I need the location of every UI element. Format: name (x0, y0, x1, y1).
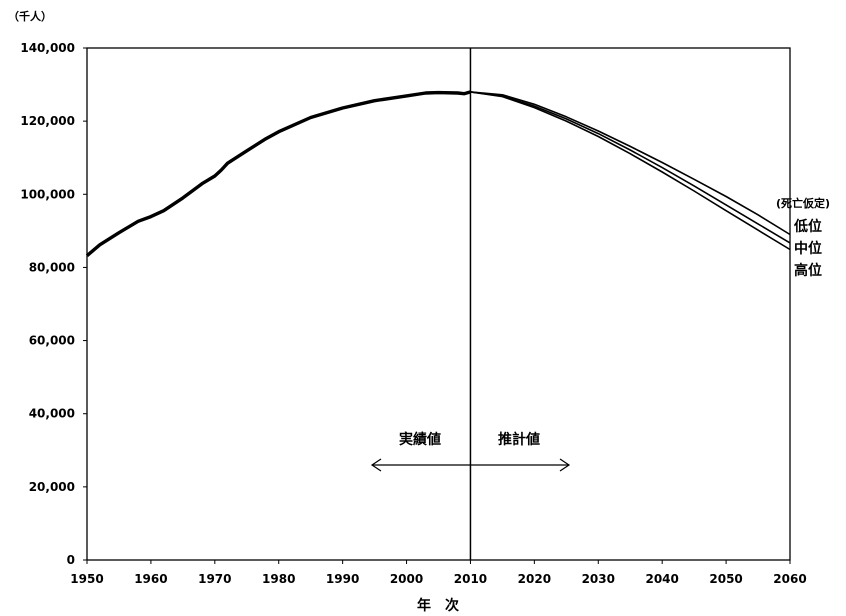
projection-label: 推計値 (498, 431, 540, 448)
plot-frame (86, 47, 791, 561)
y-axis: 0 20,000 40,000 60,000 80,000 100,000 120,000 1… (20, 41, 87, 567)
y-unit-label: （千人） (8, 9, 52, 23)
x-tick-label: 1950 (70, 572, 103, 586)
x-tick-label: 2030 (582, 572, 615, 586)
x-axis: 1950 1960 1970 1980 1990 2000 2010 2020 2030 2040… (70, 560, 807, 586)
legend-label-mid: 中位 (794, 240, 822, 257)
y-tick-label: 20,000 (29, 480, 75, 494)
series-line-mid (470, 91, 791, 244)
legend-label-high: 高位 (794, 262, 822, 279)
x-tick-label: 2000 (390, 572, 423, 586)
y-tick-label: 0 (67, 553, 75, 567)
series-line-high (470, 91, 791, 251)
x-tick-label: 2010 (454, 572, 487, 586)
x-tick-label: 2040 (645, 572, 678, 586)
x-tick-label: 2020 (518, 572, 551, 586)
x-tick-label: 1990 (326, 572, 359, 586)
series-lines (85, 90, 791, 257)
left-arrow (370, 458, 470, 472)
y-tick-label: 60,000 (29, 334, 75, 348)
y-tick-label: 80,000 (29, 260, 75, 274)
x-tick-label: 1980 (262, 572, 295, 586)
y-tick-label: 40,000 (29, 407, 75, 421)
x-tick-label: 2050 (709, 572, 742, 586)
y-tick-label: 100,000 (20, 187, 75, 201)
y-tick-label: 120,000 (20, 114, 75, 128)
series-line-low (470, 91, 791, 236)
x-tick-label: 1970 (198, 572, 231, 586)
y-tick-label: 140,000 (20, 41, 75, 55)
x-axis-title: 年 次 (417, 597, 459, 614)
right-arrow (470, 458, 571, 472)
legend-title: (死亡仮定) (776, 196, 830, 210)
x-tick-label: 2060 (773, 572, 806, 586)
series-line-actual (85, 90, 471, 257)
actual-label: 実績値 (399, 431, 441, 448)
x-tick-label: 1960 (134, 572, 167, 586)
legend-label-low: 低位 (793, 218, 822, 235)
